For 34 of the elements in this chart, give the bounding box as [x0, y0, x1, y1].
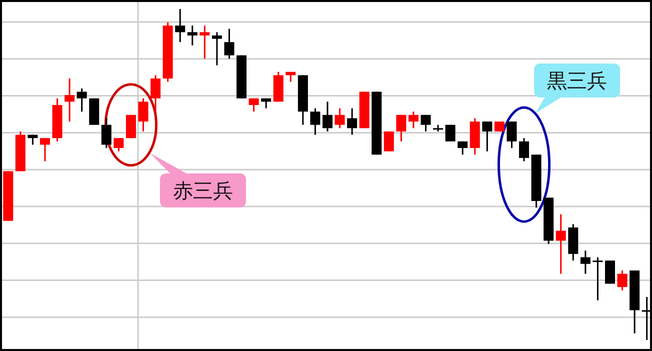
candlestick — [334, 108, 345, 129]
candlestick — [200, 24, 210, 60]
candlestick — [494, 120, 504, 132]
candlestick — [445, 124, 456, 142]
candlestick — [347, 108, 358, 136]
candlestick — [322, 100, 332, 132]
candlestick — [150, 74, 161, 112]
candlestick — [592, 256, 603, 302]
candlestick — [138, 98, 148, 132]
candlestick — [384, 130, 394, 152]
candlestick — [420, 114, 431, 132]
candlestick — [248, 98, 259, 112]
candlestick — [212, 31, 222, 66]
candlestick — [310, 108, 320, 136]
candlestick — [519, 137, 530, 162]
candlestick — [556, 213, 566, 275]
candlestick — [40, 137, 50, 162]
candlestick — [114, 137, 124, 152]
candlestick — [617, 270, 628, 292]
candlestick — [187, 24, 198, 46]
candlestick — [580, 250, 590, 275]
candlestick — [224, 28, 234, 60]
candlestick — [605, 260, 616, 284]
candlestick — [76, 88, 87, 112]
candlestick — [396, 114, 406, 142]
annotation: 赤三兵 — [172, 178, 233, 202]
candlestick — [458, 140, 468, 156]
candlestick — [408, 110, 418, 129]
candlestick — [101, 117, 112, 149]
candlestick — [482, 120, 492, 152]
candlestick — [64, 78, 75, 122]
annotation: 黒三兵 — [547, 68, 608, 93]
candlestick — [175, 8, 186, 43]
candlestick — [506, 120, 517, 149]
